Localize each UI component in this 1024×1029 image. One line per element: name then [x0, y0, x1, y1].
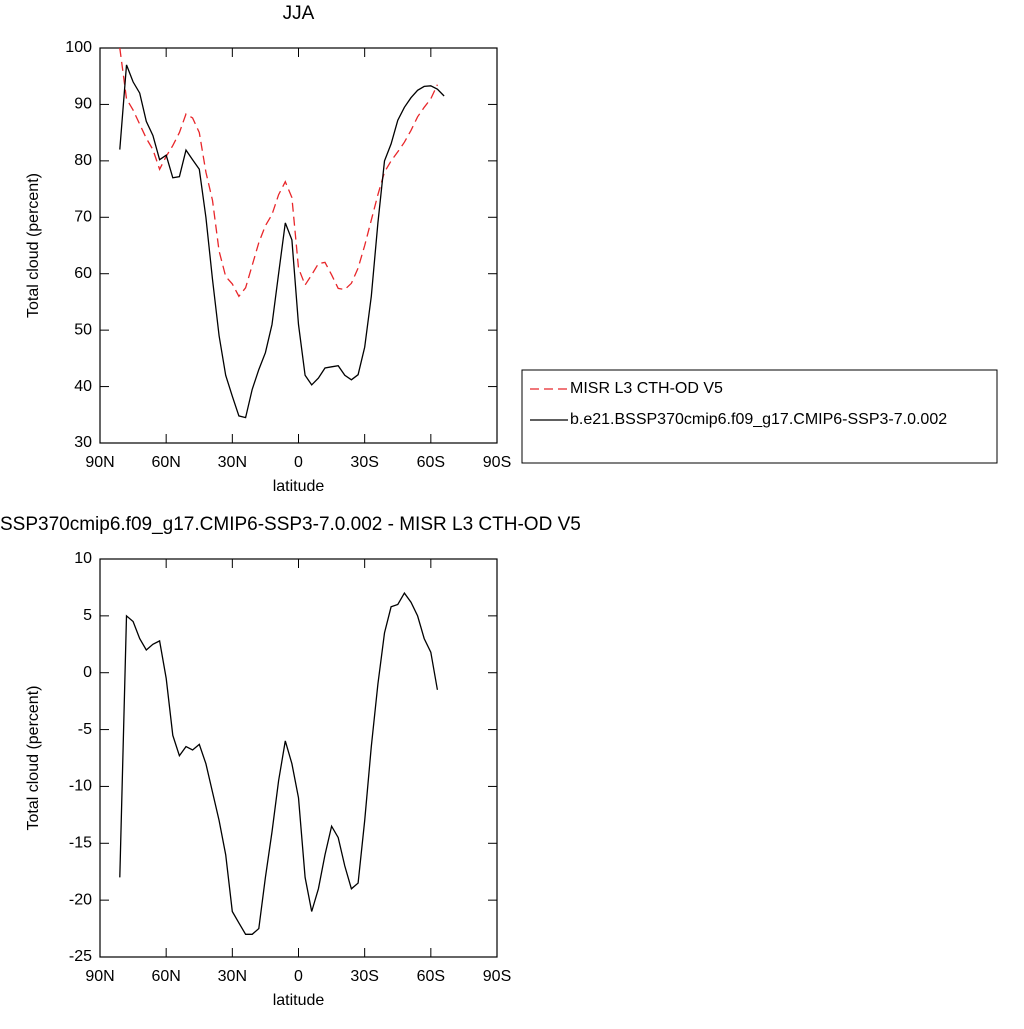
x-axis-label: latitude — [273, 992, 325, 1009]
y-tick-label: 10 — [74, 550, 92, 567]
y-tick-label: -5 — [78, 721, 92, 738]
x-tick-label: 60S — [417, 968, 445, 985]
chart-title: JJA — [283, 3, 315, 24]
y-tick-label: 60 — [74, 265, 92, 282]
x-tick-label: 30N — [218, 968, 247, 985]
x-tick-label: 90S — [483, 454, 511, 471]
legend-label: MISR L3 CTH-OD V5 — [570, 380, 723, 397]
chart-title: SSP370cmip6.f09_g17.CMIP6-SSP3-7.0.002 -… — [0, 514, 581, 535]
plot-frame — [99, 558, 498, 958]
x-tick-label: 30N — [218, 454, 247, 471]
y-tick-label: -20 — [69, 891, 92, 908]
y-tick-label: 70 — [74, 209, 92, 226]
legend-box — [521, 369, 998, 464]
x-tick-label: 0 — [294, 454, 303, 471]
x-tick-label: 0 — [294, 968, 303, 985]
y-tick-label: 80 — [74, 152, 92, 169]
legend-label: b.e21.BSSP370cmip6.f09_g17.CMIP6-SSP3-7.… — [570, 411, 947, 428]
x-tick-label: 30S — [350, 968, 378, 985]
y-tick-label: 5 — [83, 607, 92, 624]
y-tick-label: -25 — [69, 948, 92, 965]
x-tick-label: 60N — [151, 454, 180, 471]
x-tick-label: 60S — [417, 454, 445, 471]
plot-frame — [99, 47, 498, 444]
y-tick-label: 40 — [74, 378, 92, 395]
x-tick-label: 90S — [483, 968, 511, 985]
data-line — [119, 47, 438, 298]
x-tick-label: 90N — [85, 454, 114, 471]
x-axis-label: latitude — [273, 478, 325, 495]
y-tick-label: 90 — [74, 96, 92, 113]
y-tick-label: 50 — [74, 321, 92, 338]
y-axis-label: Total cloud (percent) — [25, 173, 42, 318]
data-line — [119, 591, 439, 935]
y-tick-label: -15 — [69, 835, 92, 852]
x-tick-label: 60N — [151, 968, 180, 985]
y-tick-label: 30 — [74, 434, 92, 451]
x-tick-label: 30S — [350, 454, 378, 471]
y-tick-label: 0 — [83, 664, 92, 681]
y-axis-label: Total cloud (percent) — [25, 686, 42, 831]
y-tick-label: -10 — [69, 778, 92, 795]
data-line — [119, 64, 445, 419]
y-tick-label: 100 — [65, 39, 92, 56]
x-tick-label: 90N — [85, 968, 114, 985]
